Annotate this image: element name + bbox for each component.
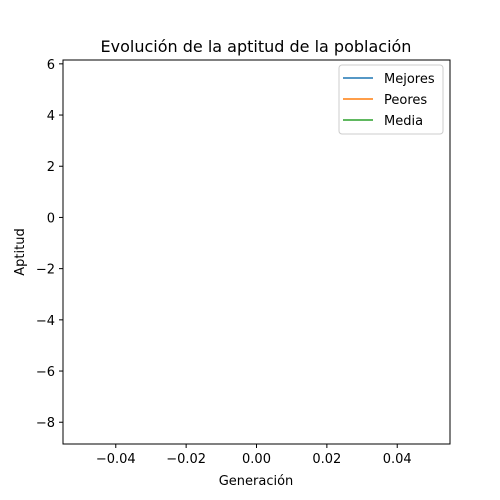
y-tick-label: 6 (47, 58, 55, 73)
y-axis-label: Aptitud (13, 228, 28, 275)
legend: Mejores Peores Media (338, 64, 444, 135)
x-axis: −0.04 −0.02 0.00 0.02 0.04 (96, 444, 412, 467)
y-tick-label: 2 (47, 160, 55, 175)
y-tick-label: 0 (47, 211, 55, 226)
legend-label-media: Media (384, 114, 423, 129)
y-tick-label: −8 (36, 416, 55, 431)
y-tick-label: −6 (36, 365, 55, 380)
y-tick-label: −4 (36, 314, 55, 329)
x-tick-label: −0.02 (166, 452, 206, 467)
x-tick-label: −0.04 (96, 452, 136, 467)
x-axis-label: Generación (219, 474, 294, 489)
y-tick-label: −2 (36, 263, 55, 278)
legend-label-mejores: Mejores (384, 72, 435, 87)
legend-label-peores: Peores (384, 93, 427, 108)
x-tick-label: 0.02 (312, 452, 341, 467)
chart-title: Evolución de la aptitud de la población (101, 37, 412, 56)
x-tick-label: 0.00 (242, 452, 271, 467)
x-tick-label: 0.04 (383, 452, 412, 467)
y-axis: −8 −6 −4 −2 0 2 4 6 (36, 58, 63, 431)
y-tick-label: 4 (47, 109, 55, 124)
legend-box (338, 64, 444, 135)
